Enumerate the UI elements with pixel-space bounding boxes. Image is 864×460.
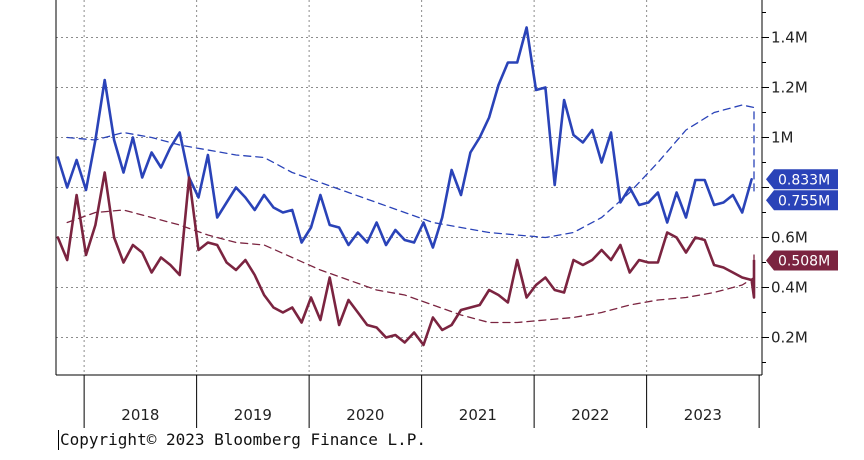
axes: 1.4M 1.2M 1M 0.6M 0.4M 0.2M 2018 2019 2020 2021 20… [55, 0, 808, 428]
value-badge-label: 0.508M [778, 254, 830, 270]
gridlines [56, 0, 762, 375]
x-year-label: 2018 [121, 406, 159, 424]
y-tick-label: 0.2M [771, 329, 808, 347]
value-badge [766, 169, 838, 190]
line-chart: 1.4M 1.2M 1M 0.6M 0.4M 0.2M 2018 2019 2020 2021 20… [55, 0, 838, 428]
maroon_trend-line [66, 209, 755, 324]
y-tick-label: 1.4M [771, 29, 808, 47]
x-year-label: 2020 [346, 406, 384, 424]
value-badges: 0.833M 0.755M 0.508M [766, 169, 838, 271]
maroon_monthly-line [56, 171, 756, 347]
value-badge-label: 0.833M [778, 172, 830, 188]
value-badge-label: 0.755M [778, 193, 830, 209]
value-badge [766, 250, 838, 271]
y-tick-label: 0.4M [771, 279, 808, 297]
blue_monthly-line [56, 26, 753, 249]
x-year-label: 2021 [459, 406, 497, 424]
x-year-label: 2023 [684, 406, 722, 424]
copyright-text: Copyright© 2023 Bloomberg Finance L.P. [58, 430, 427, 450]
value-badge [766, 190, 838, 211]
series-lines [56, 26, 756, 347]
x-year-label: 2022 [571, 406, 609, 424]
x-year-label: 2019 [234, 406, 272, 424]
y-tick-label: 1.2M [771, 79, 808, 97]
blue_trend-line [66, 104, 755, 239]
y-tick-label: 1M [771, 129, 794, 147]
y-tick-label: 0.6M [771, 229, 808, 247]
